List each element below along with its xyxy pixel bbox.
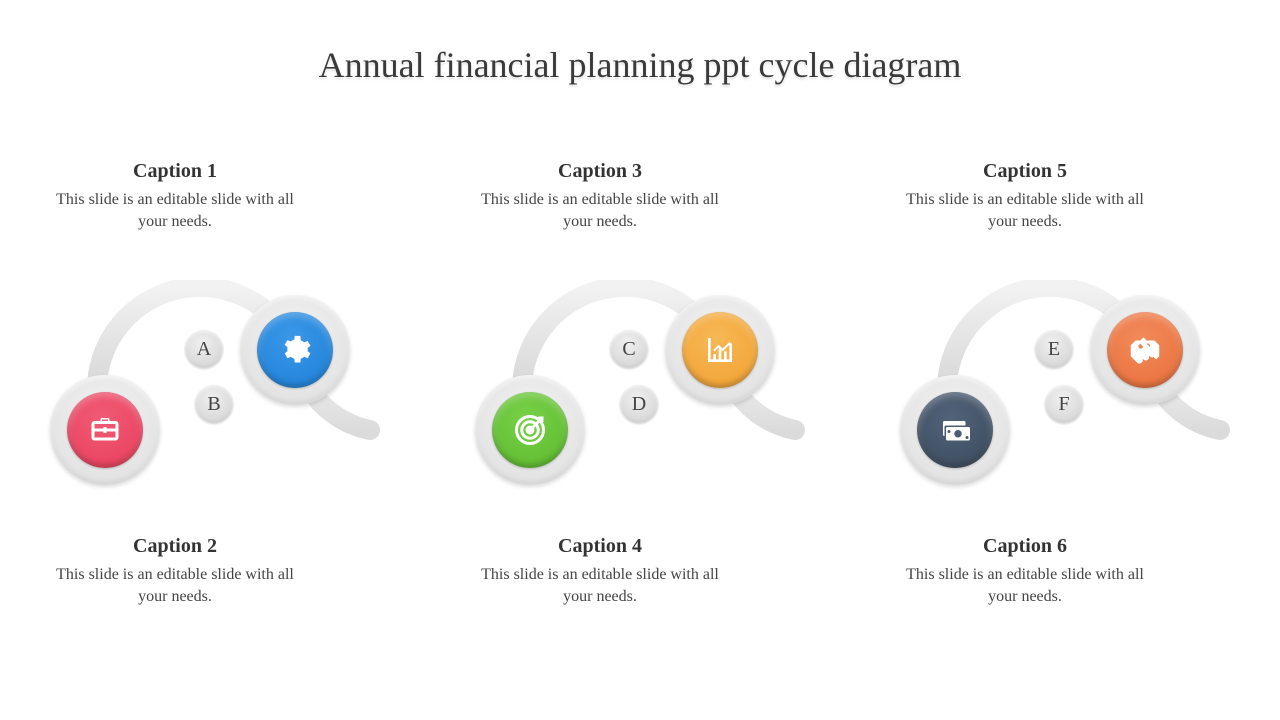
letter-c: C [610, 330, 648, 368]
caption-5: Caption 5 This slide is an editable slid… [895, 160, 1155, 234]
caption-3: Caption 3 This slide is an editable slid… [470, 160, 730, 234]
caption-4: Caption 4 This slide is an editable slid… [470, 535, 730, 609]
caption-3-title: Caption 3 [470, 160, 730, 183]
caption-4-title: Caption 4 [470, 535, 730, 558]
caption-1: Caption 1 This slide is an editable slid… [45, 160, 305, 234]
page-title: Annual financial planning ppt cycle diag… [0, 44, 1280, 86]
letter-b: B [195, 385, 233, 423]
letter-f: F [1045, 385, 1083, 423]
money-icon [917, 392, 993, 468]
gear-icon [257, 312, 333, 388]
caption-6-title: Caption 6 [895, 535, 1155, 558]
caption-5-title: Caption 5 [895, 160, 1155, 183]
letter-e: E [1035, 330, 1073, 368]
target-icon [492, 392, 568, 468]
caption-5-desc: This slide is an editable slide with all… [895, 189, 1155, 234]
node-d-circle [665, 295, 775, 405]
node-e-circle [900, 375, 1010, 485]
handshake-icon [1107, 312, 1183, 388]
briefcase-icon [67, 392, 143, 468]
node-f-circle [1090, 295, 1200, 405]
letter-a: A [185, 330, 223, 368]
chart-icon [682, 312, 758, 388]
caption-1-desc: This slide is an editable slide with all… [45, 189, 305, 234]
caption-6: Caption 6 This slide is an editable slid… [895, 535, 1155, 609]
node-a-circle [50, 375, 160, 485]
letter-d: D [620, 385, 658, 423]
caption-2-desc: This slide is an editable slide with all… [45, 564, 305, 609]
caption-6-desc: This slide is an editable slide with all… [895, 564, 1155, 609]
caption-3-desc: This slide is an editable slide with all… [470, 189, 730, 234]
caption-4-desc: This slide is an editable slide with all… [470, 564, 730, 609]
node-c-circle [475, 375, 585, 485]
node-b-circle [240, 295, 350, 405]
caption-2-title: Caption 2 [45, 535, 305, 558]
caption-2: Caption 2 This slide is an editable slid… [45, 535, 305, 609]
caption-1-title: Caption 1 [45, 160, 305, 183]
